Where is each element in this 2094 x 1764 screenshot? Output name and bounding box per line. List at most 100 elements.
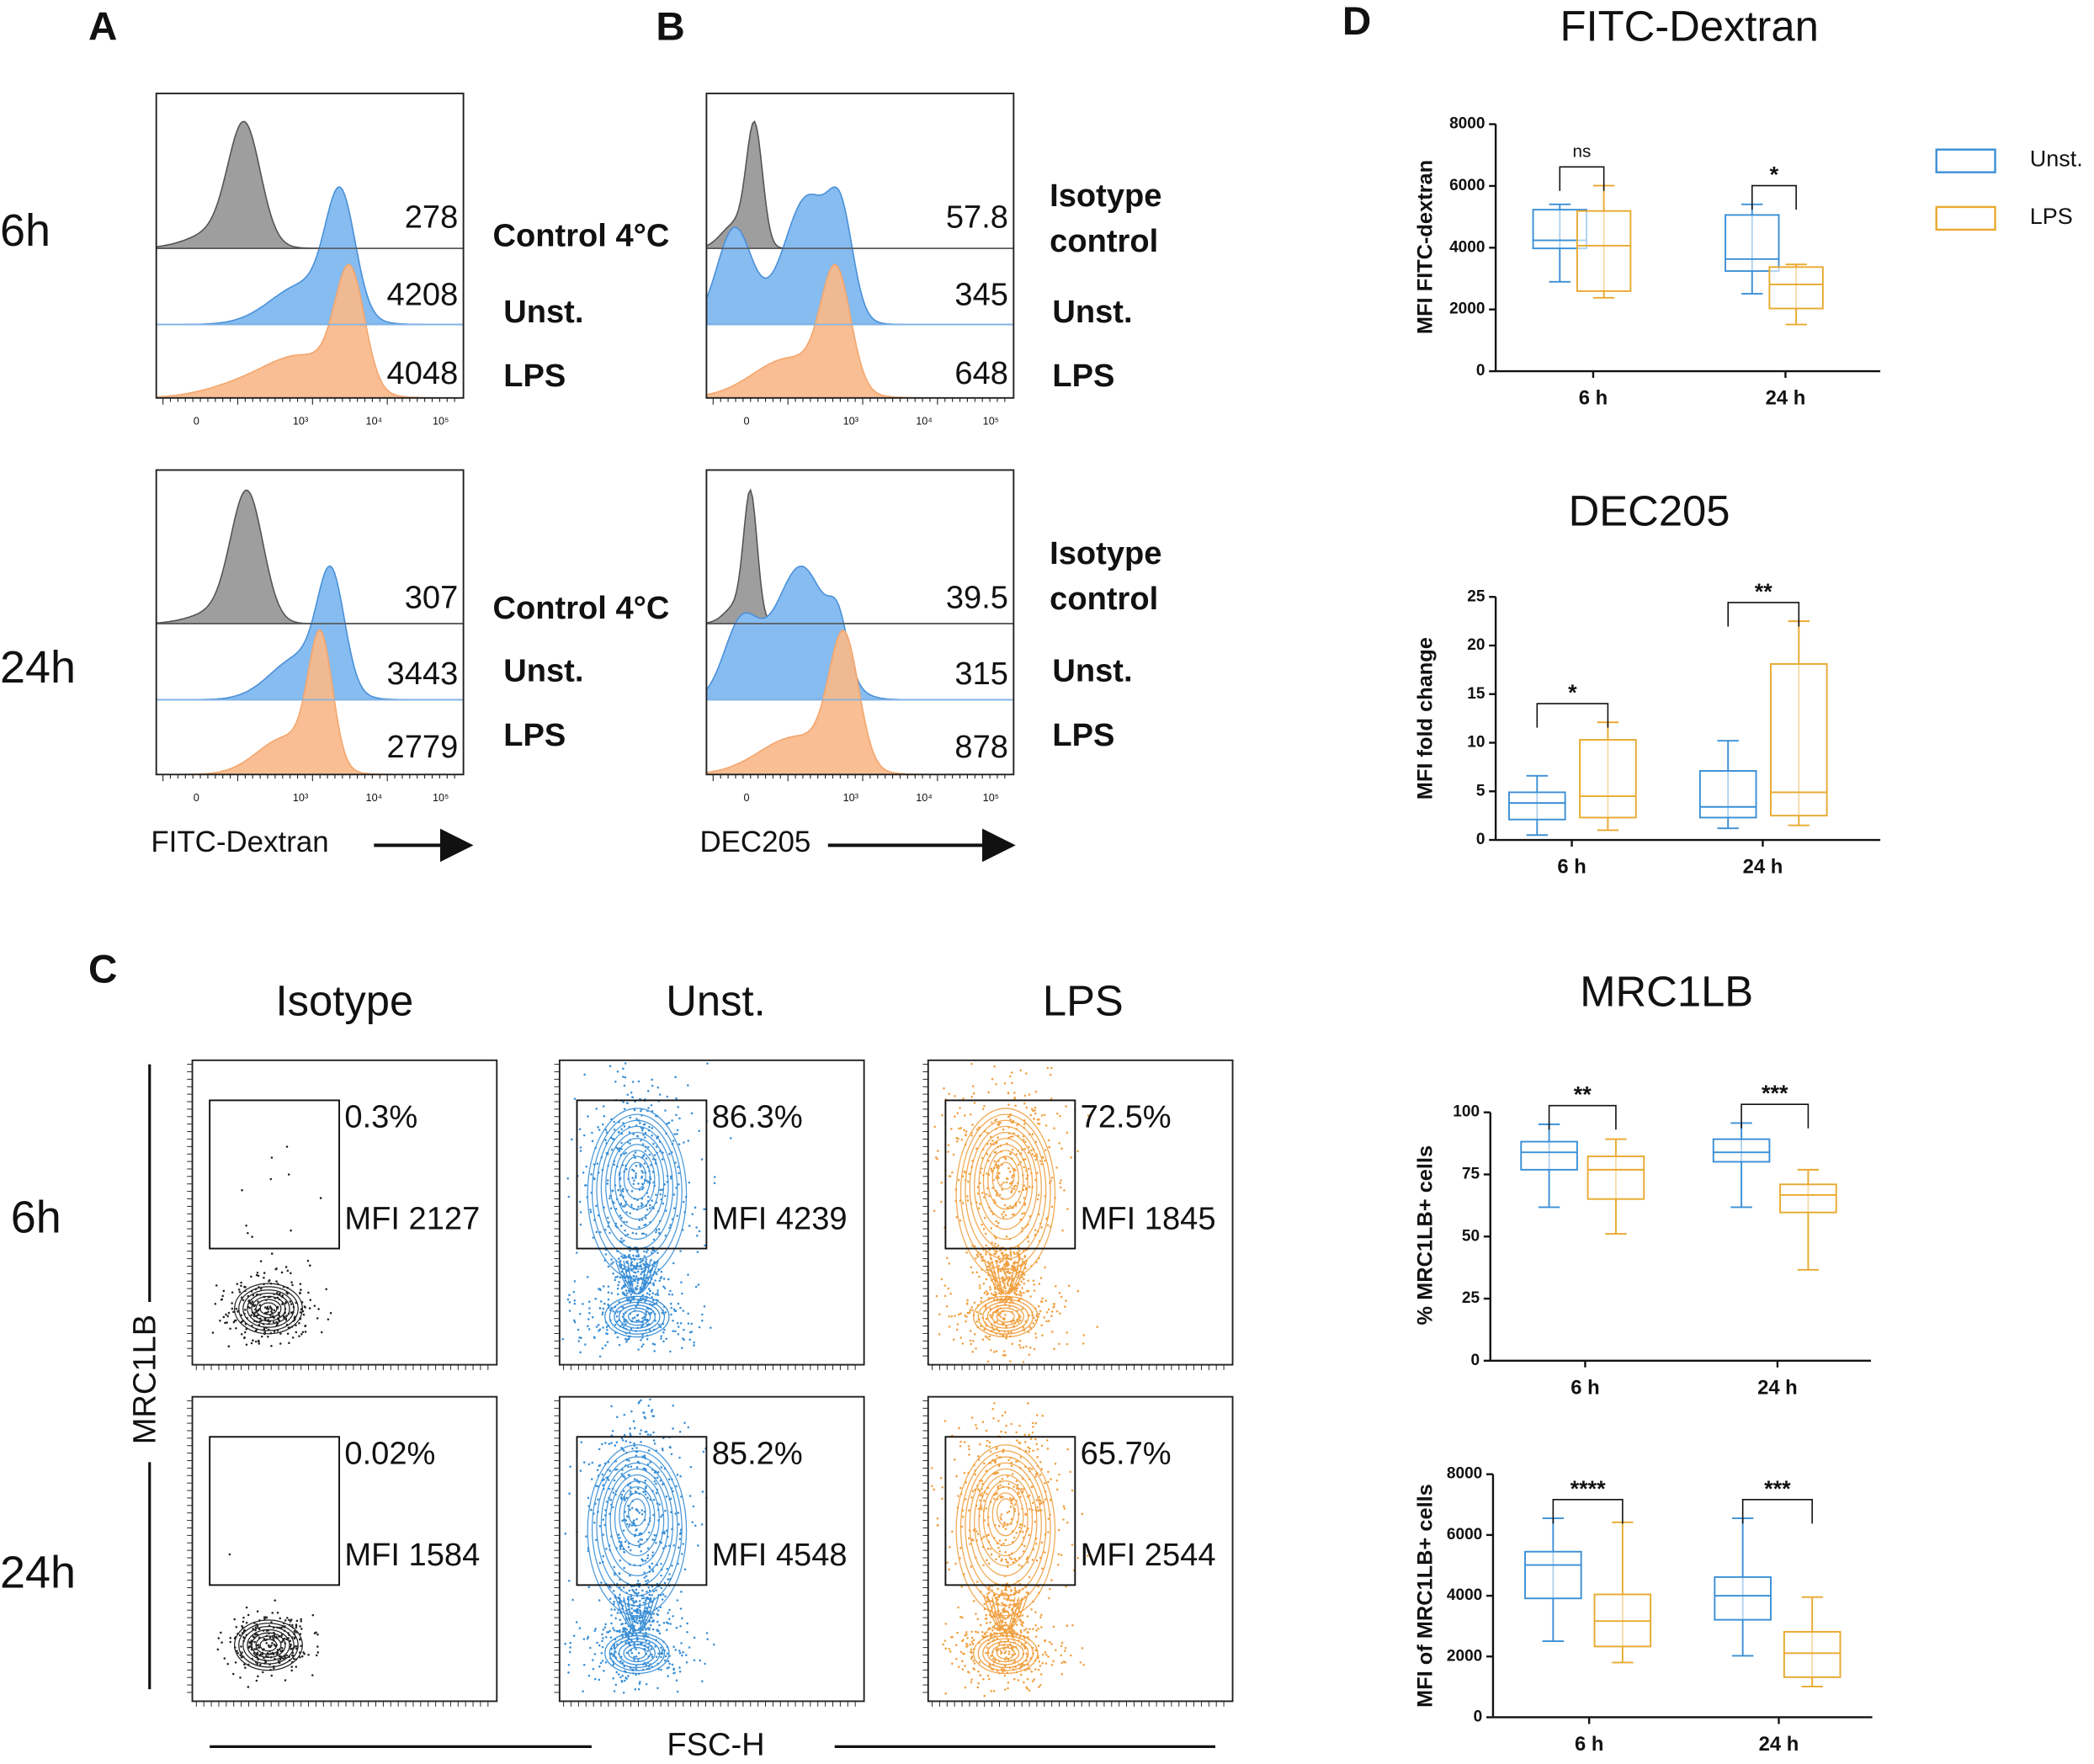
event-dot	[989, 1548, 992, 1550]
event-dot	[1055, 1479, 1059, 1482]
event-dot	[679, 1321, 683, 1325]
event-dot	[270, 1621, 273, 1623]
event-dot	[584, 1343, 587, 1346]
event-dot	[672, 1330, 674, 1332]
event-dot	[1016, 1272, 1019, 1274]
event-dot	[972, 1639, 975, 1642]
event-dot	[679, 1474, 682, 1478]
event-dot	[1014, 1559, 1018, 1562]
event-dot	[1038, 1304, 1040, 1308]
event-dot	[1026, 1556, 1029, 1559]
event-dot	[730, 1137, 732, 1140]
event-dot	[257, 1300, 259, 1303]
event-dot	[618, 1572, 621, 1575]
event-dot	[571, 1138, 573, 1141]
event-dot	[982, 1564, 985, 1567]
event-dot	[986, 1617, 988, 1620]
event-dot	[664, 1234, 667, 1237]
event-dot	[989, 1621, 991, 1623]
event-dot	[1048, 1640, 1051, 1644]
event-dot	[619, 1276, 622, 1279]
event-dot	[1048, 1145, 1050, 1149]
event-dot	[631, 1588, 634, 1591]
event-dot	[254, 1311, 257, 1314]
event-dot	[1015, 1590, 1018, 1593]
event-dot	[677, 1302, 680, 1305]
event-dot	[245, 1606, 248, 1609]
event-dot	[1012, 1560, 1015, 1564]
event-dot	[984, 1305, 987, 1309]
event-dot	[248, 1641, 251, 1644]
event-dot	[963, 1471, 966, 1474]
event-dot	[1034, 1112, 1037, 1115]
event-dot	[693, 1636, 696, 1639]
event-dot	[568, 1492, 571, 1495]
event-dot	[970, 1062, 973, 1065]
event-dot	[1025, 1628, 1028, 1630]
event-dot	[284, 1266, 288, 1268]
event-dot	[624, 1627, 627, 1630]
event-dot	[269, 1177, 273, 1181]
event-dot	[615, 1468, 619, 1471]
event-dot	[1064, 1305, 1066, 1308]
event-dot	[990, 1226, 992, 1230]
event-dot	[675, 1097, 678, 1100]
event-dot	[1007, 1597, 1010, 1599]
event-dot	[939, 1476, 943, 1480]
contour	[991, 1492, 1019, 1537]
event-dot	[1001, 1590, 1003, 1592]
event-dot	[687, 1084, 689, 1087]
event-dot	[1076, 1556, 1080, 1559]
event-dot	[968, 1509, 970, 1512]
event-dot	[237, 1652, 240, 1655]
event-dot	[1009, 1252, 1012, 1256]
event-dot	[981, 1492, 983, 1495]
event-dot	[640, 1260, 643, 1262]
event-dot	[1060, 1644, 1063, 1648]
event-dot	[1020, 1271, 1023, 1273]
contour	[996, 1310, 1015, 1323]
contour	[991, 1644, 1020, 1663]
contour-frame	[558, 1059, 865, 1366]
event-dot	[1040, 1226, 1043, 1229]
event-dot	[250, 1275, 252, 1278]
event-dot	[647, 1288, 651, 1290]
event-dot	[624, 1076, 627, 1079]
event-dot	[989, 1450, 992, 1453]
contour	[251, 1295, 286, 1322]
event-dot	[1007, 1103, 1010, 1106]
event-dot	[306, 1259, 310, 1262]
sample-label: Unst.	[1052, 654, 1132, 689]
event-dot	[647, 1145, 650, 1149]
event-dot	[1018, 1290, 1022, 1293]
contour	[991, 1307, 1020, 1326]
event-dot	[1028, 1185, 1031, 1188]
event-dot	[614, 1617, 617, 1620]
event-dot	[1002, 1621, 1004, 1623]
event-dot	[1066, 1342, 1069, 1346]
event-dot	[592, 1667, 595, 1671]
event-dot	[637, 1205, 640, 1208]
event-dot	[651, 1084, 654, 1087]
event-dot	[978, 1660, 981, 1664]
event-dot	[1034, 1520, 1037, 1523]
event-dot	[1087, 1114, 1090, 1117]
event-dot	[635, 1304, 638, 1308]
event-dot	[619, 1544, 622, 1548]
event-dot	[690, 1322, 694, 1326]
event-dot	[270, 1156, 274, 1159]
event-dot	[256, 1644, 258, 1647]
event-dot	[1007, 1474, 1009, 1478]
gate-percent: 86.3%	[712, 1100, 803, 1135]
event-dot	[577, 1340, 580, 1342]
event-dot	[1082, 1342, 1085, 1345]
event-dot	[1015, 1294, 1018, 1296]
event-dot	[997, 1471, 1000, 1474]
event-dot	[621, 1623, 624, 1625]
event-dot	[955, 1657, 958, 1660]
event-dot	[623, 1629, 625, 1632]
event-dot	[1020, 1623, 1023, 1626]
event-dot	[943, 1284, 947, 1287]
event-dot	[236, 1650, 238, 1653]
event-dot	[221, 1641, 223, 1644]
